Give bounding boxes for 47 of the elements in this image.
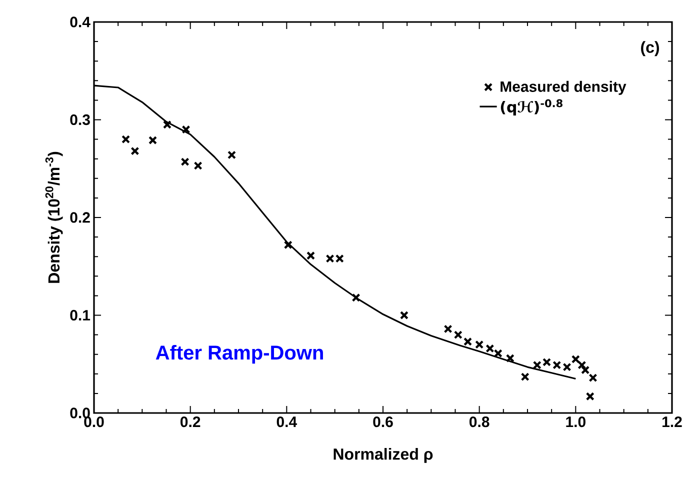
x-axis-title: Normalized ρ bbox=[334, 448, 433, 463]
x-tick-label: 1.0 bbox=[566, 416, 586, 428]
point bbox=[532, 360, 542, 370]
point bbox=[486, 344, 494, 353]
x-tick-label: 0.8 bbox=[470, 416, 490, 428]
annotation: (c) bbox=[641, 41, 659, 56]
point bbox=[182, 125, 190, 134]
point bbox=[542, 358, 552, 366]
point bbox=[581, 366, 590, 374]
point bbox=[588, 374, 598, 382]
point bbox=[162, 120, 172, 129]
point bbox=[148, 136, 158, 145]
point bbox=[586, 392, 594, 401]
point bbox=[122, 135, 130, 144]
x-tick-label: 0.2 bbox=[180, 416, 200, 428]
point bbox=[180, 157, 190, 166]
legend-label: Measured density bbox=[500, 80, 626, 95]
point bbox=[506, 354, 514, 363]
point bbox=[463, 337, 472, 346]
y-tick-label: 0.2 bbox=[70, 212, 90, 223]
y-axis-title: Density (10$^{20}$/m$^{-3}$) bbox=[45, 152, 63, 283]
point bbox=[578, 360, 586, 370]
point bbox=[562, 362, 572, 372]
point bbox=[400, 310, 408, 320]
point bbox=[475, 340, 484, 349]
point bbox=[494, 349, 502, 358]
x-tick-label: 0.0 bbox=[84, 416, 104, 428]
point bbox=[284, 240, 292, 250]
x-tick-label: 1.2 bbox=[662, 416, 682, 427]
x-tick-label: 0.6 bbox=[373, 416, 393, 428]
y-tick-label: 0.0 bbox=[70, 408, 90, 418]
point bbox=[571, 354, 580, 364]
point bbox=[552, 360, 562, 370]
point bbox=[130, 146, 140, 156]
x-tick-label: 0.4 bbox=[276, 416, 298, 428]
y-tick-label: 0.3 bbox=[70, 114, 90, 126]
point bbox=[444, 324, 452, 334]
point bbox=[194, 161, 202, 170]
point bbox=[454, 330, 462, 340]
y-tick-label: 0.1 bbox=[70, 310, 90, 321]
point bbox=[520, 372, 530, 382]
point bbox=[306, 251, 316, 260]
point bbox=[352, 293, 360, 302]
point bbox=[227, 150, 236, 160]
legend-label: (qℋ)$^{-0.8}$ bbox=[500, 99, 562, 116]
annotation: After Ramp-Down bbox=[156, 345, 323, 364]
y-tick-label: 0.4 bbox=[70, 16, 90, 28]
